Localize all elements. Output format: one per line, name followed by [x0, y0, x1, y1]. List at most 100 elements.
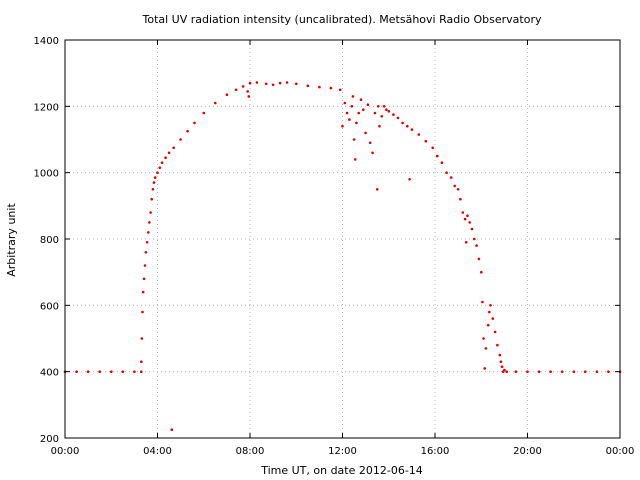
- data-point: [143, 264, 147, 267]
- data-point: [456, 188, 460, 191]
- data-point: [255, 81, 259, 84]
- y-tick-label: 600: [40, 301, 59, 312]
- data-point: [248, 81, 252, 85]
- data-point: [170, 428, 174, 432]
- data-point: [499, 360, 503, 364]
- data-point: [375, 188, 379, 191]
- data-point: [595, 370, 599, 374]
- data-point: [396, 116, 400, 120]
- data-point: [142, 277, 146, 281]
- x-tick-label: 12:00: [328, 446, 357, 457]
- data-point: [607, 370, 610, 374]
- data-point: [351, 95, 355, 98]
- y-tick-label: 200: [40, 434, 59, 445]
- data-point: [368, 141, 372, 145]
- data-point: [362, 108, 365, 111]
- data-point: [153, 176, 157, 179]
- data-point: [486, 323, 490, 327]
- data-point: [151, 188, 155, 191]
- data-point: [247, 95, 251, 98]
- data-point: [359, 98, 363, 101]
- x-tick-label: 16:00: [421, 446, 450, 457]
- y-axis-label: Arbitrary unit: [5, 203, 18, 277]
- plot-frame: [64, 39, 621, 439]
- data-point: [371, 151, 374, 155]
- x-tick-label: 20:00: [513, 446, 542, 457]
- data-point: [526, 370, 529, 374]
- data-point: [459, 197, 462, 201]
- data-point: [350, 105, 354, 108]
- data-point: [246, 90, 249, 93]
- data-point: [424, 139, 428, 143]
- data-point: [380, 115, 384, 118]
- data-point: [464, 241, 468, 244]
- data-point: [366, 103, 370, 106]
- y-tick-label: 1200: [34, 102, 59, 113]
- x-tick-label: 00:00: [606, 446, 635, 457]
- data-point: [385, 108, 388, 111]
- data-point: [355, 121, 358, 125]
- data-point: [482, 337, 485, 340]
- data-point: [140, 370, 143, 374]
- data-point: [473, 237, 476, 241]
- data-point: [234, 88, 238, 92]
- y-tick-label: 1000: [34, 169, 59, 180]
- y-tick-label: 1400: [34, 36, 59, 47]
- data-point: [470, 227, 474, 231]
- data-point: [498, 353, 502, 357]
- data-point: [572, 370, 576, 374]
- data-point: [491, 317, 495, 320]
- y-tick-label: 800: [40, 235, 59, 246]
- data-point: [145, 241, 149, 244]
- data-point: [343, 101, 347, 105]
- data-point: [431, 146, 435, 150]
- data-point: [466, 214, 469, 218]
- data-point: [214, 101, 217, 105]
- data-point: [549, 370, 552, 374]
- chart-title: Total UV radiation intensity (uncalibrat…: [142, 13, 542, 26]
- data-point: [156, 171, 159, 174]
- data-point: [483, 367, 487, 370]
- data-point: [271, 83, 275, 87]
- data-point: [202, 111, 206, 115]
- data-point: [436, 154, 439, 158]
- data-point: [537, 370, 541, 374]
- data-point: [86, 370, 90, 374]
- data-point: [357, 111, 361, 115]
- data-point: [488, 310, 491, 314]
- data-point: [152, 181, 156, 184]
- data-point: [338, 88, 342, 92]
- data-point: [560, 370, 564, 374]
- data-point: [241, 85, 245, 88]
- data-point: [278, 81, 282, 85]
- data-point: [167, 151, 171, 155]
- x-axis-label: Time UT, on date 2012-06-14: [260, 464, 423, 477]
- data-point: [364, 131, 367, 135]
- data-point: [480, 270, 483, 274]
- data-point: [387, 110, 391, 113]
- data-point: [148, 221, 151, 224]
- data-point: [453, 184, 457, 188]
- data-point: [477, 257, 481, 261]
- data-point: [401, 121, 404, 125]
- data-point: [110, 370, 113, 374]
- data-point: [160, 161, 164, 164]
- data-point: [484, 347, 488, 350]
- data-point: [193, 121, 196, 125]
- data-point: [503, 368, 506, 372]
- data-point: [341, 124, 344, 128]
- data-point: [489, 304, 492, 307]
- data-point: [149, 211, 152, 214]
- axis-ticks: 200 400 600 800 1000 1200 1400 00:00 04:00 08:00 1…: [34, 36, 635, 457]
- data-point: [264, 82, 268, 86]
- data-point: [306, 84, 310, 88]
- data-point: [348, 118, 351, 121]
- data-point: [147, 231, 150, 234]
- data-point: [75, 370, 78, 374]
- x-tick-label: 04:00: [143, 446, 172, 457]
- data-point: [463, 217, 467, 221]
- data-point: [410, 128, 414, 131]
- data-point: [417, 133, 421, 136]
- data-point: [496, 343, 499, 347]
